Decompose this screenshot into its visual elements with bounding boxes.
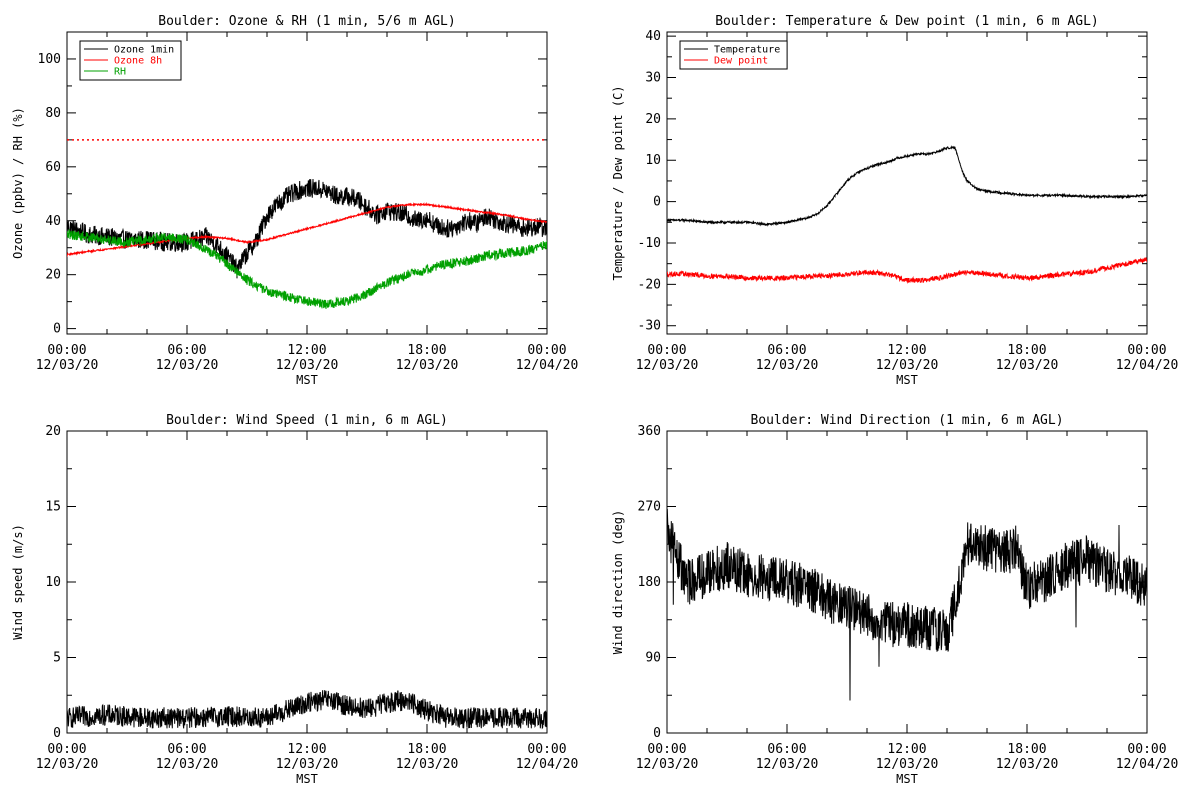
chart-ozone-rh: Boulder: Ozone & RH (1 min, 5/6 m AGL) 0 2… bbox=[11, 14, 578, 387]
wind-speed-xtick-date: 12/03/20 bbox=[276, 757, 339, 772]
temp-dew-xtick-time: 18:00 bbox=[1007, 343, 1046, 358]
wind-dir-xtick-date: 12/03/20 bbox=[636, 757, 699, 772]
ozone-rh-xtick-time: 18:00 bbox=[407, 343, 446, 358]
wind-speed-xtick-date: 12/04/20 bbox=[516, 757, 579, 772]
wind-dir-xtick-time: 06:00 bbox=[767, 742, 806, 757]
wind-speed-xtick-time: 12:00 bbox=[287, 742, 326, 757]
ozone-rh-xlabel: MST bbox=[296, 373, 318, 387]
wind-dir-xtick-time: 00:00 bbox=[1127, 742, 1166, 757]
temp-dew-series-0 bbox=[667, 145, 1147, 227]
temp-dew-xtick-date: 12/03/20 bbox=[996, 358, 1059, 373]
temp-dew-xtick-time: 06:00 bbox=[767, 343, 806, 358]
wind-speed-frame bbox=[66, 430, 548, 734]
ozone-rh-ytick-label: 40 bbox=[45, 214, 61, 229]
ozone-rh-legend-label: Ozone 8h bbox=[114, 56, 162, 67]
ozone-rh-ytick-label: 60 bbox=[45, 160, 61, 175]
chart-wind-dir: Boulder: Wind Direction (1 min, 6 m AGL)… bbox=[611, 413, 1178, 786]
ozone-rh-series-1 bbox=[67, 201, 547, 258]
temp-dew-ytick-label: 0 bbox=[653, 195, 661, 210]
wind-speed-xtick-date: 12/03/20 bbox=[36, 757, 99, 772]
ozone-rh-xtick-date: 12/03/20 bbox=[396, 358, 459, 373]
ozone-rh-ytick-label: 80 bbox=[45, 106, 61, 121]
wind-speed-series-0 bbox=[67, 690, 547, 730]
wind-dir-xlabel: MST bbox=[896, 772, 918, 786]
temp-dew-xtick-time: 00:00 bbox=[647, 343, 686, 358]
wind-dir-series-0 bbox=[667, 508, 1147, 701]
temp-dew-title: Boulder: Temperature & Dew point (1 min,… bbox=[715, 14, 1099, 29]
wind-dir-ytick-label: 270 bbox=[638, 500, 661, 515]
ozone-rh-xtick-date: 12/03/20 bbox=[276, 358, 339, 373]
wind-dir-ytick-label: 0 bbox=[653, 726, 661, 741]
wind-dir-xtick-time: 18:00 bbox=[1007, 742, 1046, 757]
ozone-rh-ytick-label: 0 bbox=[53, 322, 61, 337]
wind-speed-xtick-date: 12/03/20 bbox=[156, 757, 219, 772]
ozone-rh-series-2 bbox=[67, 229, 547, 310]
temp-dew-ytick-label: -10 bbox=[638, 236, 661, 251]
temp-dew-ytick-label: -20 bbox=[638, 277, 661, 292]
temp-dew-ytick-label: -30 bbox=[638, 319, 661, 334]
temp-dew-xtick-date: 12/04/20 bbox=[1116, 358, 1179, 373]
wind-dir-xtick-date: 12/03/20 bbox=[876, 757, 939, 772]
wind-dir-ytick-label: 90 bbox=[645, 651, 661, 666]
wind-speed-xtick-time: 06:00 bbox=[167, 742, 206, 757]
wind-speed-xlabel: MST bbox=[296, 772, 318, 786]
temp-dew-frame bbox=[666, 31, 1148, 335]
wind-speed-xtick-time: 18:00 bbox=[407, 742, 446, 757]
wind-speed-ytick-label: 20 bbox=[45, 424, 61, 439]
temp-dew-xlabel: MST bbox=[896, 373, 918, 387]
temp-dew-xtick-time: 00:00 bbox=[1127, 343, 1166, 358]
wind-dir-xtick-time: 00:00 bbox=[647, 742, 686, 757]
ozone-rh-xtick-time: 06:00 bbox=[167, 343, 206, 358]
ozone-rh-legend-label: RH bbox=[114, 67, 126, 78]
wind-speed-title: Boulder: Wind Speed (1 min, 6 m AGL) bbox=[166, 413, 448, 428]
ozone-rh-xtick-time: 12:00 bbox=[287, 343, 326, 358]
wind-speed-xtick-date: 12/03/20 bbox=[396, 757, 459, 772]
ozone-rh-series-0 bbox=[67, 178, 547, 279]
wind-dir-title: Boulder: Wind Direction (1 min, 6 m AGL) bbox=[750, 413, 1063, 428]
ozone-rh-ylabel: Ozone (ppbv) / RH (%) bbox=[11, 107, 25, 259]
wind-speed-ytick-label: 0 bbox=[53, 726, 61, 741]
temp-dew-ytick-label: 40 bbox=[645, 29, 661, 44]
wind-speed-ylabel: Wind speed (m/s) bbox=[11, 524, 25, 640]
wind-dir-ytick-label: 360 bbox=[638, 424, 661, 439]
ozone-rh-xtick-date: 12/03/20 bbox=[36, 358, 99, 373]
wind-dir-xtick-date: 12/03/20 bbox=[756, 757, 819, 772]
temp-dew-legend-label: Temperature bbox=[714, 45, 780, 56]
wind-speed-xtick-time: 00:00 bbox=[47, 742, 86, 757]
temp-dew-ytick-label: 20 bbox=[645, 112, 661, 127]
temp-dew-ytick-label: 10 bbox=[645, 153, 661, 168]
ozone-rh-xtick-date: 12/03/20 bbox=[156, 358, 219, 373]
wind-dir-xtick-time: 12:00 bbox=[887, 742, 926, 757]
chart-wind-speed: Boulder: Wind Speed (1 min, 6 m AGL) 0 5 10… bbox=[11, 413, 578, 786]
wind-speed-ytick-label: 5 bbox=[53, 651, 61, 666]
wind-dir-ytick-label: 180 bbox=[638, 575, 661, 590]
wind-dir-xtick-date: 12/03/20 bbox=[996, 757, 1059, 772]
temp-dew-series-1 bbox=[667, 257, 1147, 284]
wind-speed-ytick-label: 10 bbox=[45, 575, 61, 590]
temp-dew-xtick-date: 12/03/20 bbox=[756, 358, 819, 373]
ozone-rh-title: Boulder: Ozone & RH (1 min, 5/6 m AGL) bbox=[158, 14, 455, 29]
ozone-rh-xtick-time: 00:00 bbox=[527, 343, 566, 358]
chart-temp-dew: Boulder: Temperature & Dew point (1 min,… bbox=[611, 14, 1178, 387]
ozone-rh-xtick-time: 00:00 bbox=[47, 343, 86, 358]
ozone-rh-legend-label: Ozone 1min bbox=[114, 45, 174, 56]
temp-dew-ylabel: Temperature / Dew point (C) bbox=[611, 85, 625, 280]
ozone-rh-xtick-date: 12/04/20 bbox=[516, 358, 579, 373]
ozone-rh-ytick-label: 20 bbox=[45, 268, 61, 283]
temp-dew-xtick-date: 12/03/20 bbox=[636, 358, 699, 373]
wind-speed-xtick-time: 00:00 bbox=[527, 742, 566, 757]
temp-dew-legend-label: Dew point bbox=[714, 56, 768, 67]
temp-dew-xtick-date: 12/03/20 bbox=[876, 358, 939, 373]
wind-dir-ylabel: Wind direction (deg) bbox=[611, 510, 625, 655]
temp-dew-xtick-time: 12:00 bbox=[887, 343, 926, 358]
temp-dew-legend-box bbox=[679, 40, 788, 70]
ozone-rh-ytick-label: 100 bbox=[38, 52, 61, 67]
wind-speed-ytick-label: 15 bbox=[45, 500, 61, 515]
temp-dew-ytick-label: 30 bbox=[645, 71, 661, 86]
wind-dir-xtick-date: 12/04/20 bbox=[1116, 757, 1179, 772]
